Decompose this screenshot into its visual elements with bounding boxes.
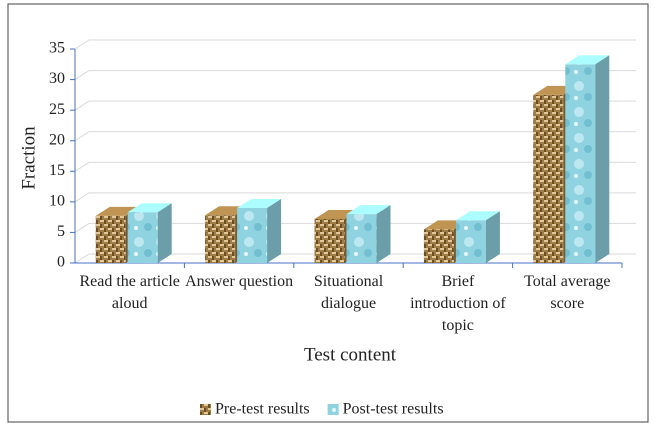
bar-top (127, 203, 172, 213)
y-tick-label: 20 (49, 131, 65, 148)
bar (237, 198, 282, 263)
bar-front (565, 64, 596, 264)
y-tick-label: 0 (57, 254, 65, 271)
bar-front (205, 215, 236, 263)
bar-front (314, 218, 345, 263)
x-tick-label-box: Answer question (185, 273, 294, 290)
x-tick-label: Answer question (185, 273, 294, 290)
grid-line (74, 161, 636, 172)
x-tick-label-box: Total average score (524, 273, 611, 312)
y-tick-label: 30 (49, 70, 65, 87)
legend-label: Pre-test results (215, 401, 310, 418)
y-axis-label: Fraction (18, 126, 39, 190)
y-tick-label: 5 (57, 223, 65, 240)
bar-top (346, 205, 391, 215)
bar-front (237, 207, 268, 263)
bar (346, 205, 391, 263)
frame (7, 3, 649, 423)
bar-side (157, 203, 172, 263)
bar-side (267, 198, 282, 263)
bar (565, 55, 610, 264)
grid-line (74, 39, 636, 50)
bar-front (346, 214, 377, 263)
bar-top (237, 198, 282, 208)
legend-swatch (327, 404, 339, 415)
bar (455, 211, 500, 263)
y-tick-label: 35 (49, 40, 65, 57)
bar (127, 203, 172, 263)
bar-front (127, 212, 158, 263)
bar-side (595, 55, 610, 264)
bar-top (565, 55, 610, 65)
bar-front (95, 215, 126, 263)
x-tick-label: Brief introduction of topic (410, 273, 506, 334)
bar-front (423, 229, 454, 263)
x-tick-label: Situational dialogue (313, 273, 384, 312)
x-tick-label: Read the article aloud (79, 273, 180, 312)
grid-line (74, 70, 636, 80)
y-tick-label: 15 (49, 162, 65, 179)
x-tick-label-box: Read the article aloud (79, 273, 180, 312)
grid-line (74, 100, 636, 111)
bar-side (376, 205, 391, 263)
bar-front (533, 94, 564, 263)
legend-label: Post-test results (343, 401, 444, 418)
x-tick-label-box: Brief introduction of topic (410, 273, 506, 334)
x-tick-label-box: Situational dialogue (313, 273, 384, 312)
y-tick-label: 25 (49, 101, 65, 118)
bar-top (455, 211, 500, 221)
bar-side (485, 211, 500, 263)
legend-swatch (200, 404, 211, 415)
grid-line (74, 192, 636, 203)
x-tick-label: Total average score (524, 273, 611, 312)
x-axis-label: Test content (304, 344, 397, 365)
bar-front (455, 220, 486, 263)
y-tick-label: 10 (49, 193, 65, 210)
grid-line (74, 131, 636, 142)
